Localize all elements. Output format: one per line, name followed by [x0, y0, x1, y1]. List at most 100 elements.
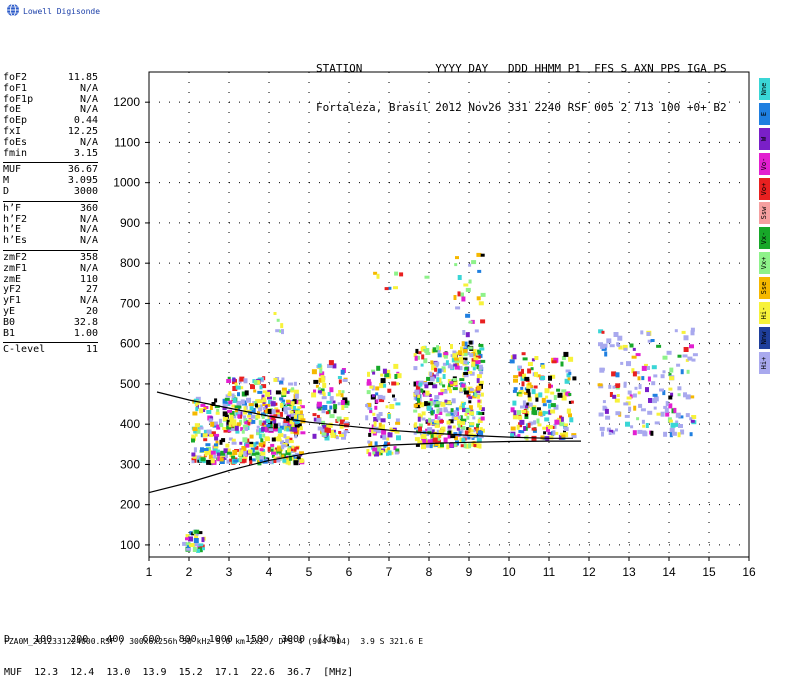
echo-point [527, 422, 531, 428]
echo-point [272, 396, 276, 400]
echo-point [219, 423, 224, 428]
legend-label: Vx- [760, 232, 768, 245]
echo-point [521, 368, 524, 374]
echo-point [520, 430, 525, 434]
echo-point [566, 373, 571, 378]
echo-point [628, 406, 632, 412]
x-tick-label: 15 [702, 565, 716, 579]
echo-point [668, 387, 673, 391]
echo-point [321, 396, 327, 400]
echo-point [436, 377, 440, 383]
echo-point [233, 459, 239, 463]
echo-point [650, 339, 655, 342]
echo-point [394, 374, 398, 379]
echo-point [459, 405, 464, 410]
echo-point [614, 385, 620, 388]
x-tick-label: 5 [306, 565, 313, 579]
echo-point [293, 446, 297, 452]
echo-point [414, 422, 418, 428]
echo-point [419, 414, 423, 419]
echo-point [192, 399, 196, 404]
echo-point [461, 418, 467, 422]
echo-point [372, 371, 376, 375]
echo-point [598, 342, 603, 347]
echo-point [231, 404, 236, 408]
echo-point [232, 414, 237, 419]
echo-point [367, 402, 372, 407]
echo-point [232, 424, 236, 429]
echo-point [612, 385, 616, 389]
echo-point [659, 388, 664, 392]
echo-point [468, 443, 472, 449]
param-value: 27 [85, 284, 98, 296]
echo-point [237, 406, 240, 412]
echo-point [635, 353, 641, 357]
echo-point [663, 405, 668, 409]
echo-point [602, 400, 606, 404]
echo-point [369, 385, 374, 389]
echo-point [319, 368, 323, 374]
echo-point [203, 429, 208, 435]
echo-point [335, 436, 339, 440]
echo-point [462, 330, 466, 335]
echo-point [313, 379, 319, 384]
echo-point [472, 349, 477, 353]
echo-point [319, 388, 325, 392]
file-info-footer: FZA0M_2012331224000.RSF / 300x6x256h 50 … [4, 637, 424, 646]
param-separator [3, 249, 98, 251]
echo-point [544, 388, 550, 394]
echo-point [320, 375, 325, 379]
echo-point [650, 430, 654, 436]
echo-point [317, 390, 322, 394]
legend-label: Vx+ [760, 256, 768, 270]
echo-point [567, 377, 571, 381]
param-label: h’F [3, 202, 22, 214]
echo-point [200, 457, 206, 462]
echo-point [376, 447, 381, 453]
echo-point [568, 400, 572, 404]
echo-point [662, 370, 666, 374]
echo-point [427, 427, 433, 432]
echo-point [373, 417, 379, 422]
param-value: N/A [79, 213, 98, 225]
echo-point [260, 450, 266, 456]
echo-point [457, 291, 461, 297]
echo-point [418, 426, 422, 432]
echo-point [250, 452, 256, 456]
echo-point [424, 384, 429, 389]
echo-point [613, 332, 619, 337]
echo-point [453, 442, 457, 448]
echo-point [526, 388, 531, 393]
x-tick-label: 6 [346, 565, 353, 579]
echo-point [201, 449, 207, 453]
echo-point [242, 456, 248, 460]
echo-point [448, 419, 454, 424]
echo-point [260, 422, 265, 426]
echo-point [279, 425, 284, 430]
echo-point [379, 399, 385, 403]
echo-point [367, 371, 370, 377]
ionogram-plot-area: 1 2 3 4 5 6 7 8 9 10 11 12 13 14 15 16 100 200 300 400 500 60… [113, 71, 756, 579]
echo-point [321, 408, 326, 414]
echo-point [368, 441, 373, 447]
echo-point [338, 379, 342, 384]
echo-point [251, 458, 256, 462]
echo-point [632, 347, 636, 351]
echo-point [547, 431, 552, 435]
echo-point [571, 435, 577, 439]
echo-cluster [225, 376, 301, 434]
echo-point [421, 354, 425, 360]
echo-point [605, 415, 611, 420]
echo-point [232, 398, 237, 403]
echo-point [281, 401, 285, 405]
echo-point [250, 384, 255, 390]
echo-point [213, 454, 217, 459]
echo-point [455, 306, 461, 310]
echo-point [652, 393, 658, 397]
echo-point [294, 393, 299, 399]
echo-point [568, 371, 572, 375]
echo-point [261, 444, 266, 448]
echo-point [438, 392, 444, 396]
echo-point [471, 395, 477, 399]
echo-point [371, 369, 376, 373]
